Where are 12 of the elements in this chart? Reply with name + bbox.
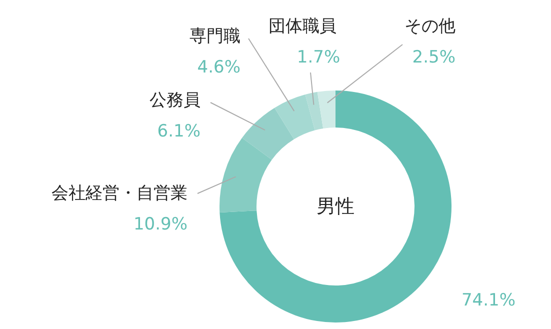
slice-label: 専門職 (190, 26, 240, 46)
data-label: 74.1% (461, 290, 516, 310)
slice-label: 会社経営・自営業 (52, 184, 188, 204)
data-label: 6.1% (157, 122, 201, 142)
data-label: 10.9% (133, 214, 188, 234)
data-label: 4.6% (197, 58, 241, 78)
slice-label: その他 (404, 16, 456, 36)
slice-label: 団体職員 (268, 16, 336, 36)
data-label: 1.7% (296, 48, 340, 68)
slice-label: 公務員 (150, 90, 200, 110)
data-label: 2.5% (412, 48, 456, 68)
text: 男性 (316, 196, 354, 218)
